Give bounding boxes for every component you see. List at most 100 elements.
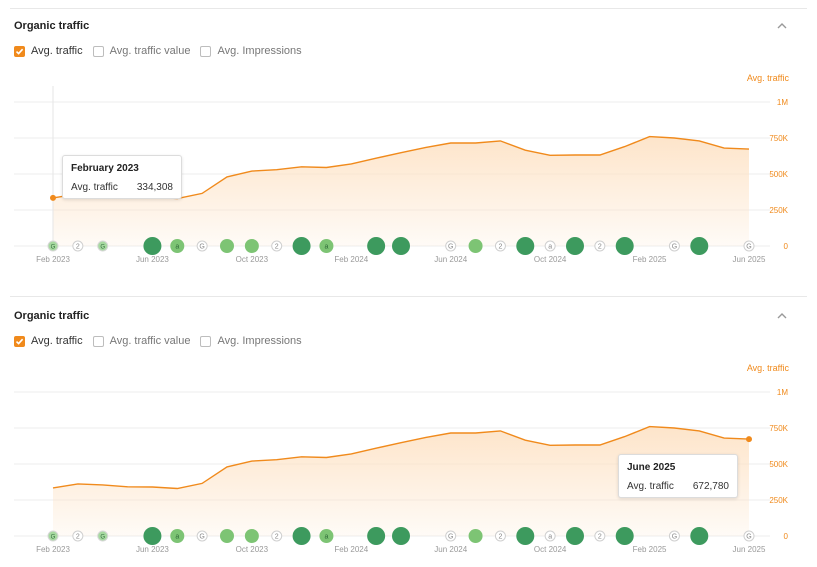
checkbox-empty-icon [200,335,212,347]
x-tick-label: Feb 2023 [36,255,70,264]
checkbox-empty-icon [200,45,212,57]
traffic-area [53,136,749,246]
x-tick-label: Feb 2023 [36,545,70,554]
event-marker [196,240,208,252]
y-tick-label: 1M [777,388,788,397]
event-marker [516,237,535,255]
y-tick-label: 500K [769,460,788,469]
event-marker-label: G [100,535,105,541]
event-marker-label: a [175,244,179,251]
chart-tooltip: June 2025 Avg. traffic 672,780 [618,454,738,498]
event-marker [97,530,109,542]
tooltip-value: 672,780 [692,481,729,492]
checkbox-label: Avg. Impressions [217,335,302,347]
event-marker-label: 2 [598,244,602,251]
checkbox-avg-traffic[interactable]: Avg. traffic [14,335,83,347]
event-marker [292,237,311,255]
tooltip-metric: Avg. traffic [627,481,674,492]
x-tick-label: Feb 2025 [633,545,667,554]
y-tick-label: 0 [784,532,789,541]
checkmark-icon [14,335,25,347]
checkbox-avg-traffic-value[interactable]: Avg. traffic value [92,45,191,57]
metric-checkboxes: Avg. traffic Avg. traffic value Avg. Imp… [14,45,312,57]
event-marker [143,527,162,545]
event-marker [392,237,410,255]
tooltip-date: June 2025 [627,462,676,473]
event-marker [668,240,680,252]
y-tick-label: 0 [784,242,789,251]
event-marker-label: G [448,244,453,251]
event-marker [319,239,334,253]
event-marker-label: G [100,245,105,251]
event-marker [244,529,259,543]
event-marker [690,237,709,255]
checkbox-avg-traffic-value[interactable]: Avg. traffic value [92,335,190,347]
event-marker-label: a [548,244,552,251]
y-tick-label: 500K [769,170,788,179]
checkbox-avg-impressions[interactable]: Avg. Impressions [200,45,302,57]
checkbox-avg-traffic[interactable]: Avg. traffic [14,45,83,57]
x-tick-label: Jun 2023 [136,255,169,264]
event-marker [271,530,283,542]
event-marker [143,237,162,255]
divider [10,8,807,9]
x-tick-label: Oct 2024 [534,255,567,264]
event-marker-label: 2 [498,244,502,251]
chart-tooltip: February 2023 Avg. traffic 334,308 [62,155,182,199]
organic-traffic-panel-2: Organic traffic Avg. traffic Avg. traffi… [0,290,817,567]
chevron-up-icon[interactable] [774,20,790,32]
event-marker [47,530,59,542]
event-marker [468,239,483,253]
x-tick-label: Oct 2023 [236,545,269,554]
checkbox-avg-impressions[interactable]: Avg. Impressions [200,335,302,347]
checkmark-icon [14,45,25,57]
event-marker [292,527,311,545]
event-marker [668,530,680,542]
event-marker [367,237,386,255]
x-tick-label: Jun 2023 [136,545,169,554]
chevron-up-icon[interactable] [774,310,790,322]
x-tick-label: Feb 2024 [334,545,368,554]
event-marker [468,529,483,543]
event-marker [196,530,208,542]
event-marker [445,530,457,542]
event-marker [743,530,755,542]
x-tick-label: Jun 2025 [733,545,766,554]
event-marker-label: 2 [76,534,80,541]
event-marker [97,240,109,252]
metric-checkboxes: Avg. traffic Avg. traffic value Avg. Imp… [14,335,312,347]
x-tick-label: Oct 2024 [534,545,567,554]
checkbox-label: Avg. traffic [31,335,83,347]
event-marker-label: 2 [275,534,279,541]
organic-traffic-panel-1: Organic traffic Avg. traffic Avg. traffi… [10,8,807,297]
event-marker-label: 2 [498,534,502,541]
x-tick-label: Feb 2024 [334,255,368,264]
event-marker [72,240,84,252]
event-marker [244,239,259,253]
event-marker [566,527,584,545]
event-marker [566,237,584,255]
checkbox-empty-icon [92,45,104,57]
checkbox-label: Avg. traffic [31,45,83,57]
checkbox-empty-icon [92,335,104,347]
event-marker-label: G [672,244,677,251]
event-marker [170,239,185,253]
y-tick-label: 250K [769,206,788,215]
tooltip-value: 334,308 [136,182,173,193]
event-marker [392,527,410,545]
hover-point [746,436,752,443]
event-marker [367,527,386,545]
event-marker [690,527,709,545]
event-marker-label: G [51,245,56,251]
checkbox-label: Avg. traffic value [109,45,191,57]
y-tick-label: 750K [769,134,788,143]
y-tick-label: 1M [777,98,788,107]
event-marker [220,239,234,253]
series-axis-label: Avg. traffic [746,73,789,83]
event-marker [47,240,59,252]
divider [10,296,807,297]
event-marker-label: 2 [76,244,80,251]
event-marker-label: G [746,244,751,251]
event-marker [72,530,84,542]
